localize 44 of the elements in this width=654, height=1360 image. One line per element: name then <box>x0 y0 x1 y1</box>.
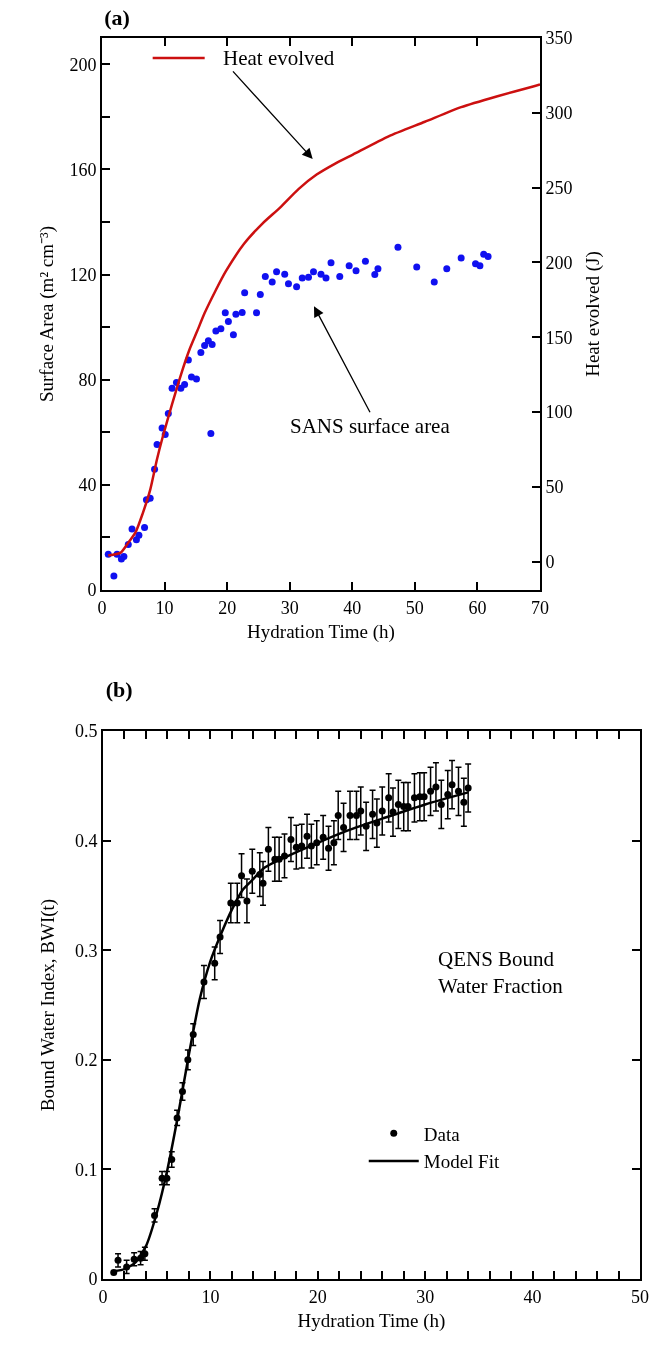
y-tick-label: 0.5 <box>74 721 98 742</box>
annotation: QENS Bound Water Fraction <box>438 947 564 999</box>
y2-tick-label: 50 <box>545 477 564 498</box>
y2-tick-label: 200 <box>545 252 573 273</box>
y-tick-label: 200 <box>69 54 97 75</box>
x-tick-label: 30 <box>280 597 299 618</box>
x-tick-label: 40 <box>343 597 362 618</box>
y-tick-label: 0.2 <box>74 1050 98 1071</box>
x-tick-label: 20 <box>218 597 237 618</box>
x-tick-label: 70 <box>531 597 549 618</box>
y-tick-label: 120 <box>69 264 97 285</box>
y-tick-label: 0 <box>88 1269 98 1290</box>
x-tick-label: 60 <box>468 597 487 618</box>
y2-tick-label: 100 <box>545 402 573 423</box>
x-tick-label: 20 <box>308 1286 327 1307</box>
y-axis-title: Surface Area (m² cm⁻³) <box>36 225 58 403</box>
x-axis-title: Hydration Time (h) <box>297 1309 446 1332</box>
x-tick-label: 10 <box>201 1286 220 1307</box>
x-tick-label: 50 <box>631 1286 649 1307</box>
y2-axis-title: Heat evolved (J) <box>581 251 604 377</box>
y-axis-title: Bound Water Index, BWI(t) <box>37 898 59 1112</box>
annotation: SANS surface area <box>290 414 451 438</box>
y-tick-label: 160 <box>69 159 97 180</box>
y-tick-label: 0.1 <box>74 1159 98 1180</box>
x-tick-label: 10 <box>155 597 174 618</box>
y-tick-label: 0.4 <box>74 830 98 851</box>
y2-tick-label: 350 <box>545 28 573 49</box>
x-tick-label: 50 <box>405 597 424 618</box>
y2-tick-label: 300 <box>545 103 573 124</box>
x-tick-label: 40 <box>523 1286 542 1307</box>
y-tick-label: 0 <box>87 580 97 601</box>
y-tick-label: 40 <box>78 475 97 496</box>
annotation: Heat evolved <box>223 46 335 70</box>
chart-title: (b) <box>105 677 133 703</box>
chart-title: (a) <box>104 5 130 31</box>
legend-label: Data <box>423 1123 461 1145</box>
x-axis-title: Hydration Time (h) <box>247 620 395 643</box>
y-tick-label: 0.3 <box>74 940 98 961</box>
y2-tick-label: 250 <box>545 177 573 198</box>
x-tick-label: 30 <box>416 1286 435 1307</box>
y2-tick-label: 0 <box>545 551 555 572</box>
y-tick-label: 80 <box>78 370 97 391</box>
legend-label: Model Fit <box>423 1151 500 1173</box>
y2-tick-label: 150 <box>545 327 573 348</box>
